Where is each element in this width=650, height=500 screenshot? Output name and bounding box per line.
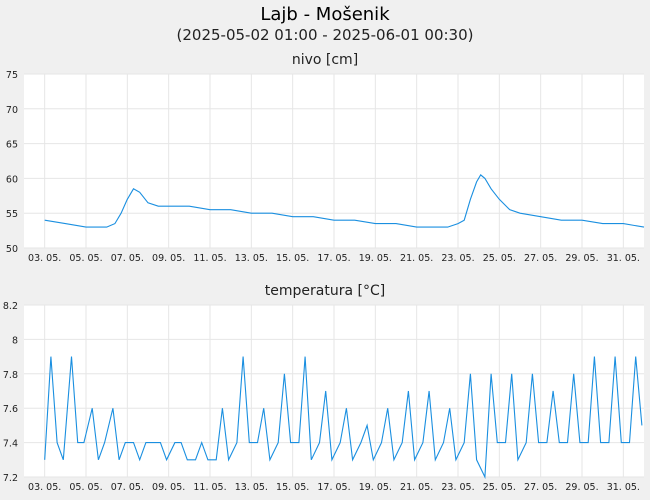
temperatura-x-tick-label: 05. 05. (69, 482, 102, 493)
temperatura-x-tick-label: 27. 05. (524, 482, 557, 493)
nivo-x-tick-label: 23. 05. (441, 253, 474, 264)
nivo-x-tick-label: 09. 05. (152, 253, 185, 264)
chart-title: Lajb - Mošenik (260, 4, 390, 25)
temperatura-x-tick-label: 19. 05. (359, 482, 392, 493)
nivo-x-tick-label: 21. 05. (400, 253, 433, 264)
temperatura-y-tick-label: 7.8 (3, 370, 18, 381)
nivo-x-tick-label: 27. 05. (524, 253, 557, 264)
nivo-y-tick-label: 65 (6, 140, 18, 151)
nivo-x-tick-label: 25. 05. (483, 253, 516, 264)
nivo-y-tick-label: 70 (6, 105, 18, 116)
temperatura-x-tick-label: 13. 05. (235, 482, 268, 493)
temperatura-x-tick-label: 31. 05. (607, 482, 640, 493)
chart-subtitle: (2025-05-02 01:00 - 2025-06-01 00:30) (177, 26, 474, 44)
nivo-x-tick-label: 29. 05. (565, 253, 598, 264)
panel-title-nivo: nivo [cm] (292, 52, 358, 68)
panel-nivo: 75 70 65 60 55 50 03. 05. 05. 05. 07. 05. 09. 05.… (6, 70, 645, 264)
temperatura-x-tick-label: 23. 05. (441, 482, 474, 493)
panel-temperatura: 8.2 8 7.8 7.6 7.4 7.2 03. 05. 05. 05. 07. 05. 09.… (3, 301, 644, 493)
nivo-x-tick-label: 03. 05. (28, 253, 61, 264)
nivo-x-tick-label: 13. 05. (235, 253, 268, 264)
temperatura-x-tick-label: 29. 05. (565, 482, 598, 493)
temperatura-y-tick-label: 7.6 (3, 404, 18, 415)
nivo-y-tick-label: 55 (6, 209, 18, 220)
nivo-y-tick-label: 60 (6, 174, 18, 185)
temperatura-y-tick-label: 7.2 (3, 473, 18, 484)
nivo-x-tick-label: 07. 05. (111, 253, 144, 264)
temperatura-x-tick-label: 07. 05. (111, 482, 144, 493)
temperatura-x-tick-label: 11. 05. (193, 482, 226, 493)
nivo-y-tick-label: 75 (6, 70, 18, 81)
temperatura-series-line (44, 356, 643, 480)
temperatura-y-tick-label: 8.2 (3, 301, 18, 312)
panel-title-temperatura: temperatura [°C] (265, 283, 385, 299)
nivo-x-tick-label: 17. 05. (317, 253, 350, 264)
temperatura-x-tick-label: 21. 05. (400, 482, 433, 493)
nivo-y-tick-label: 50 (6, 244, 18, 255)
temperatura-x-tick-label: 03. 05. (28, 482, 61, 493)
nivo-x-tick-label: 11. 05. (193, 253, 226, 264)
temperatura-x-tick-label: 17. 05. (317, 482, 350, 493)
temperatura-y-tick-label: 8 (12, 335, 18, 346)
nivo-x-tick-label: 05. 05. (69, 253, 102, 264)
temperatura-y-tick-label: 7.4 (3, 439, 18, 450)
nivo-series-line (44, 174, 645, 228)
temperatura-x-tick-label: 25. 05. (483, 482, 516, 493)
nivo-x-tick-label: 19. 05. (359, 253, 392, 264)
nivo-x-tick-label: 15. 05. (276, 253, 309, 264)
temperatura-x-tick-label: 15. 05. (276, 482, 309, 493)
nivo-x-tick-label: 31. 05. (607, 253, 640, 264)
temperatura-x-tick-label: 09. 05. (152, 482, 185, 493)
